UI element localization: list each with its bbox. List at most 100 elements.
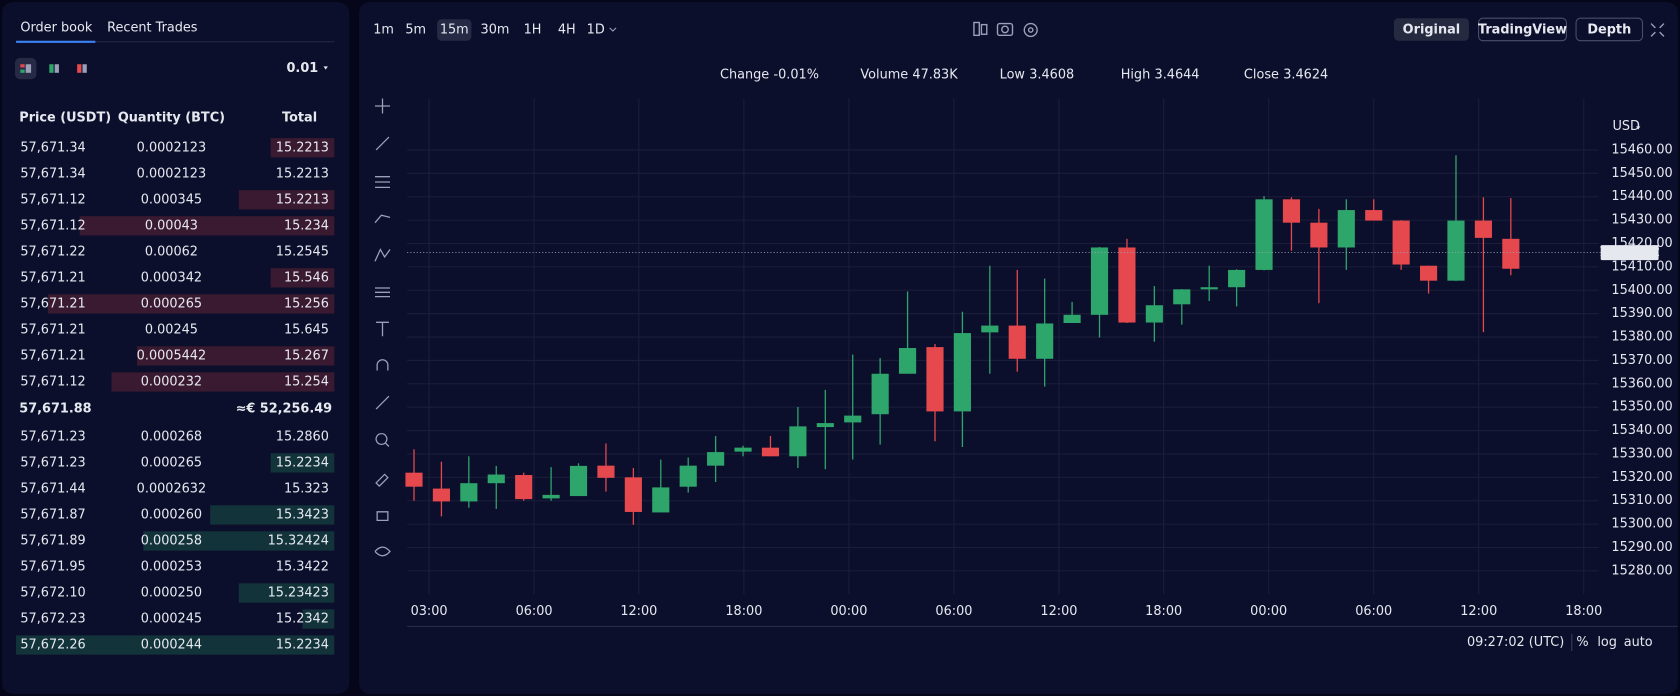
stat-value: 47.83K [912,67,958,82]
y-tick-label: 15330.00 [1611,446,1672,461]
candle-body [1063,314,1081,324]
tool-expand[interactable] [1650,23,1665,37]
drawing-tool[interactable] [375,287,390,298]
y-tick-label: 15350.00 [1611,400,1672,415]
tool-settings[interactable] [1023,22,1038,38]
size-select[interactable]: 0.01 [287,61,319,76]
tool-icon [374,214,391,224]
price: 57,671.89 [20,533,85,548]
y-tick-label: 15290.00 [1611,540,1672,555]
timeframe[interactable]: 15m [440,22,469,37]
tab[interactable]: Order book [20,20,92,35]
drawing-tool[interactable] [375,395,390,410]
depth-bar [47,294,335,314]
candle-body [1255,199,1273,270]
candle-body [1173,289,1191,305]
y-tick-label: 15390.00 [1611,306,1672,321]
price: 57,671.12 [20,218,85,233]
view-button[interactable] [1393,18,1469,41]
depth-bar [238,583,335,603]
y-tick-label: 15320.00 [1611,470,1672,485]
total: 15.2545 [276,244,329,259]
tool-candles[interactable] [980,23,988,35]
candle-body [1365,210,1383,221]
timeframe[interactable]: 1H [524,22,542,37]
depth-bar [143,531,335,551]
stat-value: 3.4624 [1283,67,1328,82]
timeframe-chevron[interactable] [609,27,617,32]
view-button[interactable] [1478,17,1567,42]
view-label: TradingView [1478,22,1567,37]
quantity: 0.000265 [141,455,202,470]
scale-option[interactable]: log [1597,635,1617,650]
drawing-tool[interactable] [375,433,390,447]
tool-icon [376,359,389,371]
candle-body [487,474,505,484]
scale-option[interactable]: % [1576,635,1588,650]
price: 57,672.26 [20,638,85,653]
candle-body [432,488,450,502]
price: 57,671.12 [20,192,85,207]
candle-body [1310,222,1328,248]
size-chevron[interactable] [323,66,328,70]
currency[interactable]: USD [1613,119,1641,134]
icon-asks[interactable] [77,64,82,73]
last-price-label: 15416.12 [1599,245,1660,260]
price: 57,671.22 [20,244,85,259]
candle-body [1200,287,1218,290]
candle-body [1502,238,1520,269]
icon-bids[interactable] [49,64,54,73]
scale-option[interactable]: auto [1624,635,1653,650]
drawing-tool[interactable] [374,546,391,557]
x-tick-label: 18:00 [1565,604,1602,619]
quantity: 0.0002123 [137,140,206,155]
drawing-tool[interactable] [375,98,390,114]
timeframe[interactable]: 1D [587,22,605,37]
drawing-tool[interactable] [375,136,390,151]
stat-label: Change [720,67,769,82]
price: 57,671.23 [20,455,85,470]
candle-body [542,494,560,499]
timeframe[interactable]: 5m [405,22,426,37]
timeframe[interactable]: 4H [558,22,576,37]
price: 57,672.10 [20,585,85,600]
tool-icon [375,136,390,151]
x-tick-label: 18:00 [1145,604,1182,619]
quantity: 0.000245 [141,612,202,627]
currency-chevron[interactable] [1636,126,1641,130]
candle-body [1419,265,1438,281]
x-tick-label: 18:00 [725,604,762,619]
view-button[interactable] [1575,17,1644,42]
candle-body [624,477,642,512]
total: 15.323 [284,481,329,496]
total: 15.2213 [276,166,329,181]
drawing-tool[interactable] [376,511,389,522]
quantity: 0.00245 [145,322,198,337]
timeframe[interactable]: 30m [481,22,510,37]
tool-camera[interactable] [1001,25,1009,34]
tab[interactable]: Recent Trades [107,20,198,35]
drawing-tool[interactable] [375,176,390,189]
x-tick-label: 12:00 [1040,604,1077,619]
timeframe[interactable]: 1m [373,22,394,37]
depth-bar [270,138,335,158]
drawing-tool[interactable] [375,473,389,488]
y-tick-label: 15430.00 [1611,213,1672,228]
y-tick-label: 15340.00 [1611,423,1672,438]
view-label: Depth [1587,22,1631,37]
y-tick-label: 15410.00 [1611,259,1672,274]
drawing-tool[interactable] [374,248,391,262]
tool-settings[interactable] [1027,27,1034,33]
drawing-tool[interactable] [376,359,389,371]
x-tick-label: 00:00 [1250,604,1287,619]
tool-icon [376,321,389,337]
drawing-tool[interactable] [376,321,389,337]
tool-camera[interactable] [996,22,1014,37]
price: 57,671.21 [20,296,85,311]
drawing-tool[interactable] [374,214,391,224]
chart-tools[interactable] [973,21,1665,38]
tool-icon [375,395,390,410]
tool-candles[interactable] [973,21,980,37]
book-view-icons[interactable] [15,57,87,80]
